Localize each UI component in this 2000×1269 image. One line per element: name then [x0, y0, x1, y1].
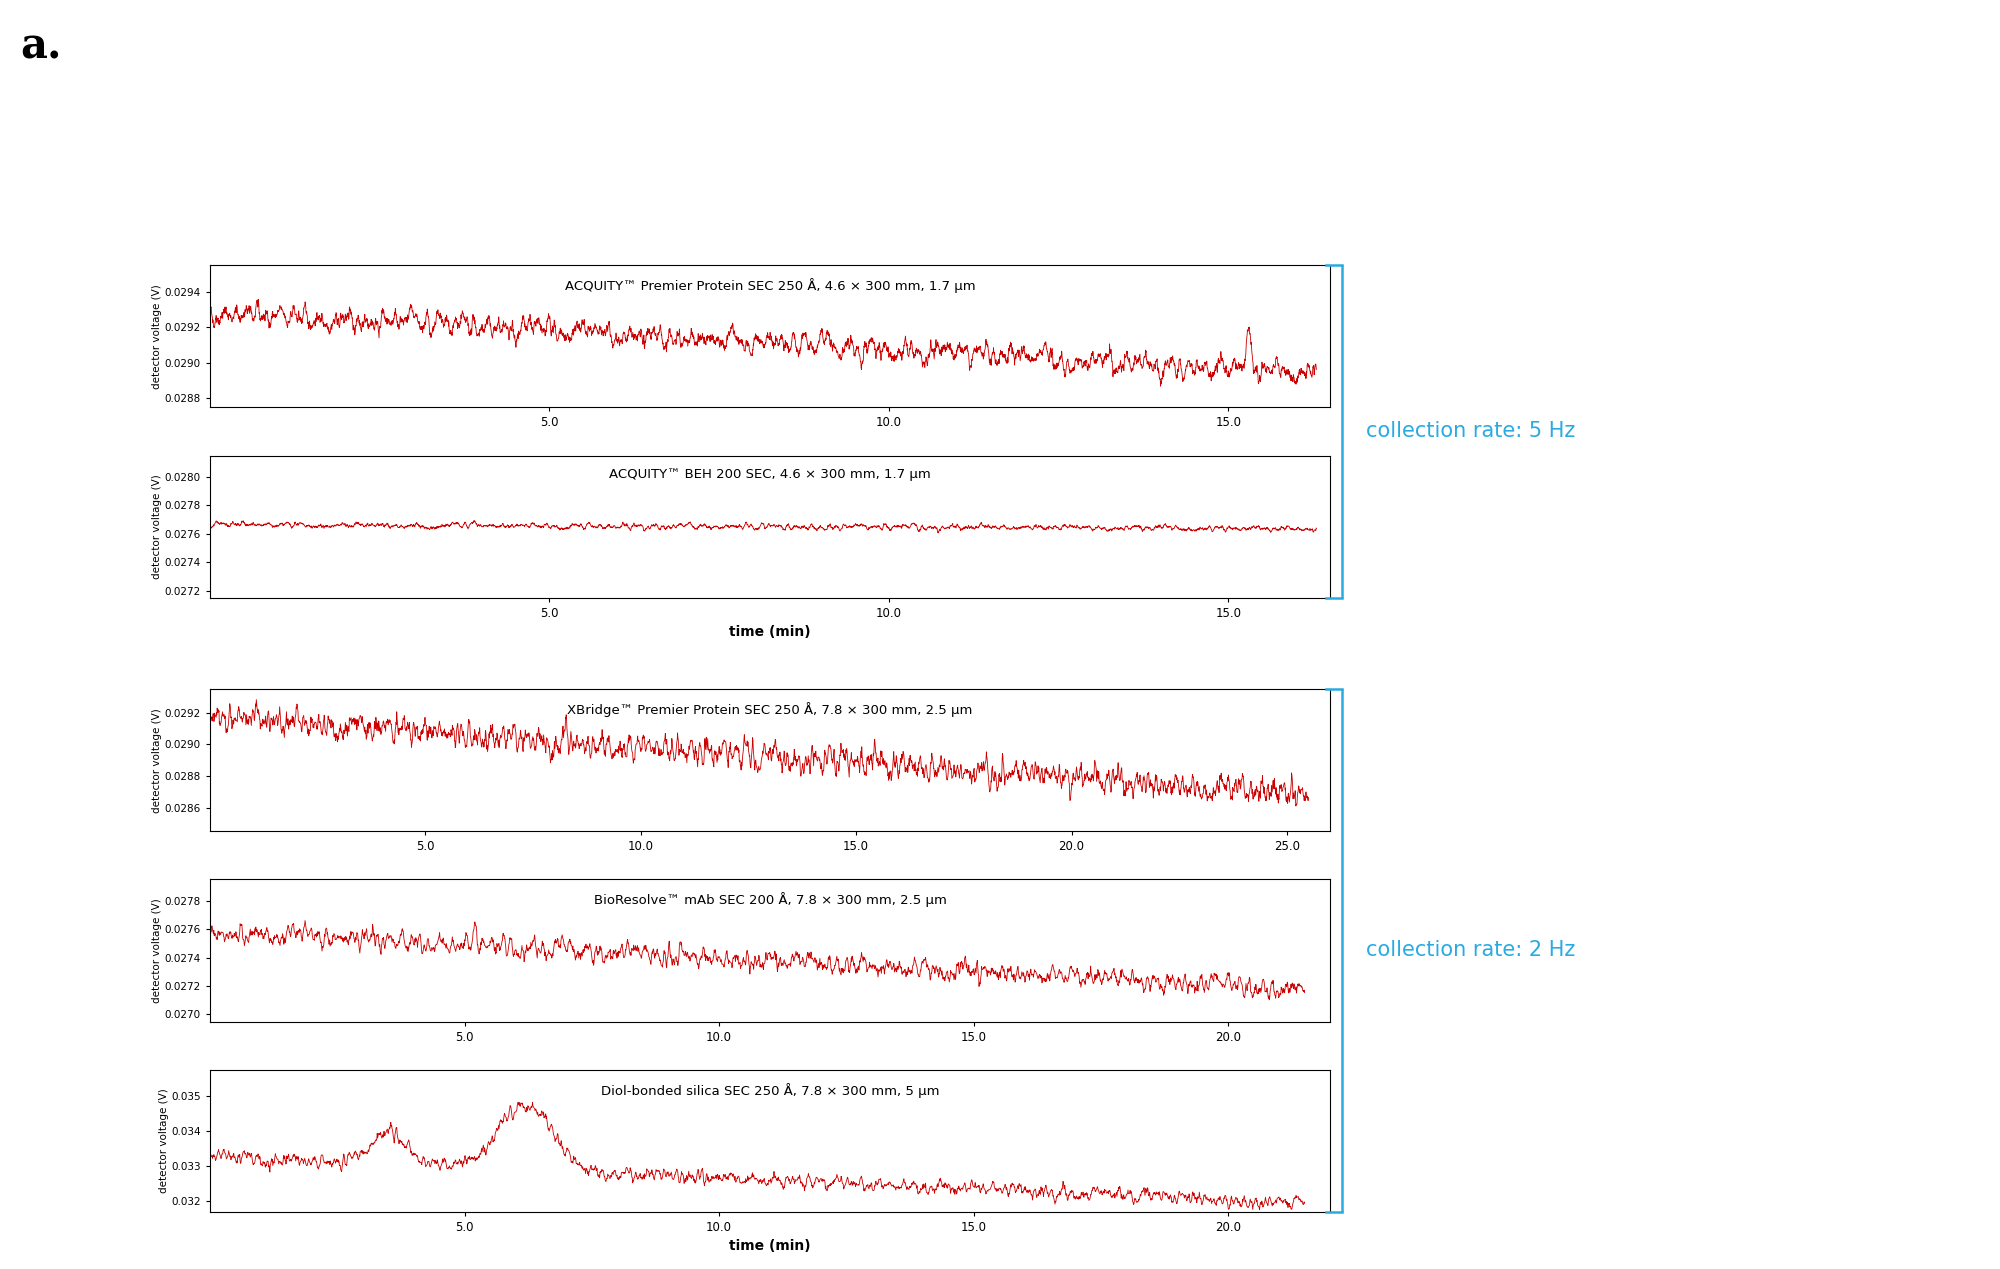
Text: collection rate: 5 Hz: collection rate: 5 Hz: [1366, 421, 1576, 442]
Text: a.: a.: [20, 25, 62, 67]
Y-axis label: detector voltage (V): detector voltage (V): [152, 898, 162, 1003]
Y-axis label: detector voltage (V): detector voltage (V): [152, 284, 162, 388]
Text: collection rate: 2 Hz: collection rate: 2 Hz: [1366, 940, 1576, 961]
Y-axis label: detector voltage (V): detector voltage (V): [158, 1089, 168, 1193]
X-axis label: time (min): time (min): [730, 626, 810, 640]
Text: ACQUITY™ BEH 200 SEC, 4.6 × 300 mm, 1.7 μm: ACQUITY™ BEH 200 SEC, 4.6 × 300 mm, 1.7 …: [610, 468, 930, 481]
Text: BioResolve™ mAb SEC 200 Å, 7.8 × 300 mm, 2.5 μm: BioResolve™ mAb SEC 200 Å, 7.8 × 300 mm,…: [594, 892, 946, 907]
Y-axis label: detector voltage (V): detector voltage (V): [152, 708, 162, 812]
Text: ACQUITY™ Premier Protein SEC 250 Å, 4.6 × 300 mm, 1.7 μm: ACQUITY™ Premier Protein SEC 250 Å, 4.6 …: [564, 278, 976, 293]
Text: Diol-bonded silica SEC 250 Å, 7.8 × 300 mm, 5 μm: Diol-bonded silica SEC 250 Å, 7.8 × 300 …: [600, 1082, 940, 1098]
X-axis label: time (min): time (min): [730, 1240, 810, 1254]
Y-axis label: detector voltage (V): detector voltage (V): [152, 475, 162, 579]
Text: XBridge™ Premier Protein SEC 250 Å, 7.8 × 300 mm, 2.5 μm: XBridge™ Premier Protein SEC 250 Å, 7.8 …: [568, 702, 972, 717]
